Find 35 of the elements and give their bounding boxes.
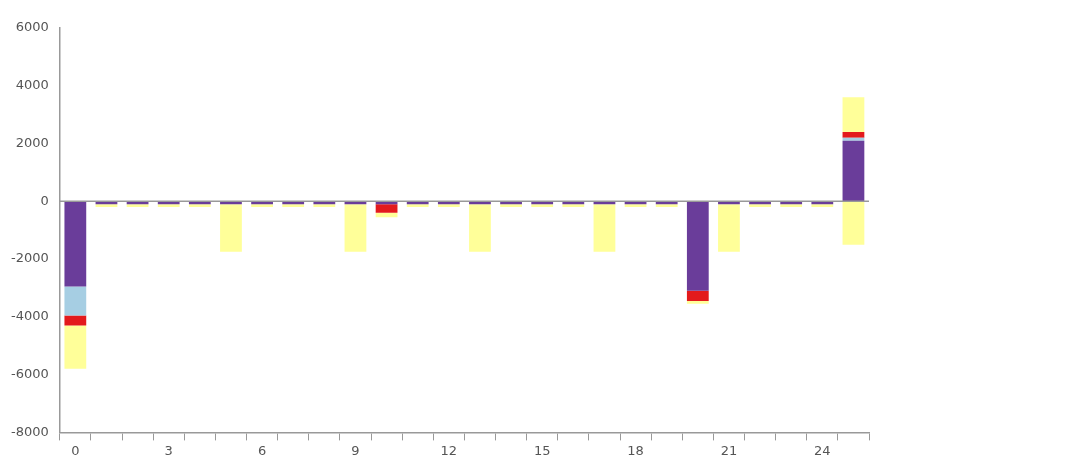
x-tick-label: 6	[257, 442, 267, 458]
bar	[220, 204, 242, 252]
y-tick-label: 2000	[15, 134, 49, 150]
bar	[344, 204, 367, 252]
y-tick-label: -8000	[10, 423, 49, 439]
y-tick-label: 6000	[15, 19, 49, 35]
y-tick-label: 0	[40, 192, 49, 208]
bar	[375, 204, 398, 213]
bar	[686, 290, 709, 301]
x-tick-label: 24	[814, 442, 831, 458]
bar	[593, 204, 616, 252]
bar	[64, 286, 87, 316]
bar	[842, 137, 865, 141]
x-tick-label: 9	[351, 442, 360, 458]
bar	[842, 201, 865, 245]
y-tick-label: -4000	[10, 308, 49, 324]
bar	[686, 201, 709, 291]
x-tick-label: 21	[720, 442, 738, 458]
bar	[718, 204, 740, 252]
bar	[64, 315, 87, 326]
x-tick-label: 3	[164, 442, 173, 458]
y-tick-label: -6000	[10, 366, 49, 381]
bar	[842, 97, 865, 132]
x-tick-label: 15	[533, 442, 551, 458]
bar	[64, 201, 87, 287]
bar	[842, 131, 865, 138]
x-tick-label: 0	[71, 442, 80, 458]
y-tick-label: 4000	[15, 77, 49, 93]
x-tick-label: 18	[627, 442, 644, 458]
bar	[469, 204, 491, 252]
x-tick-label: 12	[440, 442, 458, 458]
bar	[64, 325, 87, 369]
y-tick-label: -2000	[10, 250, 49, 266]
bar	[686, 300, 709, 304]
bar	[842, 140, 865, 202]
